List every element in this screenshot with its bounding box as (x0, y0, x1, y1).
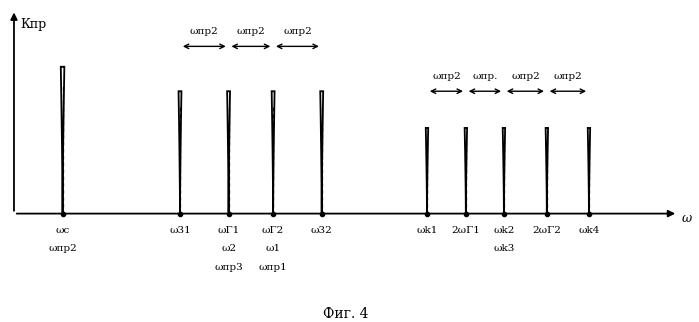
Text: 2ωΓ1: 2ωΓ1 (452, 226, 480, 235)
Text: ωпр2: ωпр2 (236, 27, 265, 36)
Text: Фиг. 4: Фиг. 4 (323, 308, 369, 321)
Text: ωk3: ωk3 (493, 244, 514, 253)
Polygon shape (178, 91, 182, 213)
Text: ω1: ω1 (266, 244, 281, 253)
Text: ω31: ω31 (169, 226, 191, 235)
Polygon shape (272, 91, 275, 213)
Text: ωпр3: ωпр3 (214, 262, 243, 271)
Text: ωпр2: ωпр2 (283, 27, 312, 36)
Polygon shape (426, 128, 428, 213)
Text: ω32: ω32 (311, 226, 333, 235)
Text: ωс: ωс (55, 226, 70, 235)
Text: Кпр: Кпр (20, 18, 47, 31)
Text: ωΓ1: ωΓ1 (217, 226, 240, 235)
Text: ωпр2: ωпр2 (190, 27, 219, 36)
Polygon shape (465, 128, 467, 213)
Text: ωпр.: ωпр. (473, 72, 498, 81)
Polygon shape (588, 128, 590, 213)
Text: ωk1: ωk1 (417, 226, 438, 235)
Text: ω: ω (682, 212, 692, 225)
Polygon shape (227, 91, 230, 213)
Text: 2ωΓ2: 2ωΓ2 (533, 226, 561, 235)
Polygon shape (320, 91, 323, 213)
Text: ωΓ2: ωΓ2 (262, 226, 284, 235)
Text: ωпр2: ωпр2 (511, 72, 540, 81)
Text: ωпр2: ωпр2 (432, 72, 461, 81)
Text: ωпр1: ωпр1 (259, 262, 287, 271)
Text: ωпр2: ωпр2 (554, 72, 582, 81)
Polygon shape (546, 128, 548, 213)
Text: ωk2: ωk2 (493, 226, 514, 235)
Text: ωпр2: ωпр2 (48, 244, 77, 253)
Text: ωk4: ωk4 (578, 226, 600, 235)
Text: ω2: ω2 (221, 244, 236, 253)
Polygon shape (61, 67, 64, 213)
Polygon shape (503, 128, 505, 213)
